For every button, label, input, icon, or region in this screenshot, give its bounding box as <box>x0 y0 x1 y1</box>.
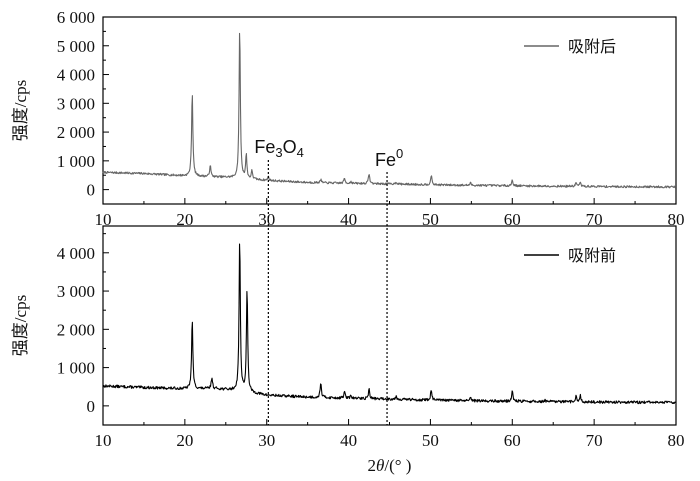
x-tick-label: 60 <box>504 210 521 229</box>
top-panel: 10 20 30 40 50 60 70 80 0 1 000 2 000 3 000 4 000 5 0… <box>11 8 685 229</box>
x-tick-label: 70 <box>586 431 603 450</box>
y-tick-label: 3 000 <box>57 94 95 113</box>
x-tick-label: 10 <box>95 210 112 229</box>
y-tick-label: 2 000 <box>57 123 95 142</box>
y-tick-label: 6 000 <box>57 8 95 27</box>
y-tick-label: 1 000 <box>57 359 95 378</box>
x-tick-label: 30 <box>258 210 275 229</box>
x-axis-label: 2θ/(° ) <box>368 456 412 475</box>
series-line <box>102 32 677 189</box>
x-tick-label: 20 <box>176 210 193 229</box>
y-tick-label: 0 <box>87 181 96 200</box>
x-tick-label: 20 <box>176 431 193 450</box>
bottom-panel: 10 20 30 40 50 60 70 80 0 1 000 2 000 3 000 4 000 强度/… <box>11 225 685 475</box>
legend-label: 吸附后 <box>568 37 616 56</box>
y-tick-label: 0 <box>87 397 96 416</box>
x-tick-label: 40 <box>340 210 357 229</box>
y-tick-label: 4 000 <box>57 244 95 263</box>
y-tick-label: 4 000 <box>57 66 95 85</box>
x-tick-label: 80 <box>668 431 685 450</box>
x-tick-label: 70 <box>586 210 603 229</box>
x-tick-label: 10 <box>95 431 112 450</box>
annotation-fe3o4: Fe3O4 <box>254 137 304 160</box>
y-tick-label: 5 000 <box>57 37 95 56</box>
y-axis-label: 强度/cps <box>11 80 30 141</box>
reference-lines <box>267 160 388 425</box>
x-tick-label: 40 <box>340 431 357 450</box>
y-tick-label: 2 000 <box>57 320 95 339</box>
series-line <box>102 243 677 405</box>
x-tick-label: 50 <box>422 210 439 229</box>
x-tick-label: 30 <box>258 431 275 450</box>
annotation-fe0: Fe0 <box>375 146 403 170</box>
y-axis-label: 强度/cps <box>11 295 30 356</box>
x-tick-label: 80 <box>668 210 685 229</box>
x-tick-label: 50 <box>422 431 439 450</box>
y-tick-label: 3 000 <box>57 282 95 301</box>
x-tick-label: 60 <box>504 431 521 450</box>
y-tick-label: 1 000 <box>57 152 95 171</box>
legend-label: 吸附前 <box>568 246 616 265</box>
